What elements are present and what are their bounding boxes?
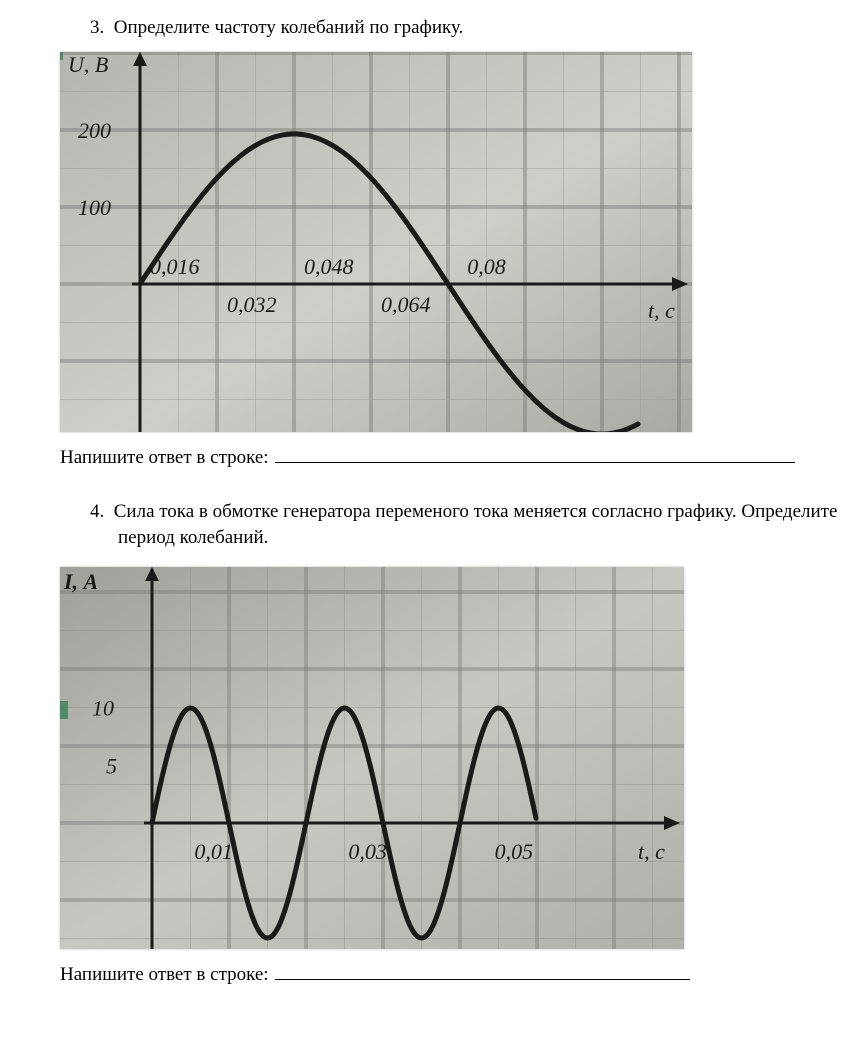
chart-4-container: I, А t, с 10 5 0,01 0,03 0,05 (60, 567, 843, 949)
svg-text:I, А: I, А (63, 569, 98, 594)
answer-line-4: Напишите ответ в строке: (60, 964, 843, 986)
svg-text:0,03: 0,03 (348, 839, 387, 864)
answer-blank-4[interactable] (275, 979, 690, 980)
svg-text:0,064: 0,064 (381, 292, 431, 317)
svg-text:0,08: 0,08 (467, 254, 506, 279)
answer-prompt-4: Напишите ответ в строке: (60, 964, 269, 986)
svg-text:200: 200 (78, 118, 111, 143)
q4-prompt: Сила тока в обмотке генератора переменог… (114, 501, 838, 549)
question-4: 4. Сила тока в обмотке генератора переме… (0, 499, 843, 986)
answer-line-3: Напишите ответ в строке: (60, 447, 843, 469)
svg-text:U, В: U, В (68, 52, 108, 77)
question-3: 3. Определите частоту колебаний по графи… (0, 15, 843, 469)
q3-number: 3. (90, 17, 104, 38)
svg-text:t, с: t, с (648, 298, 675, 323)
question-4-text: 4. Сила тока в обмотке генератора переме… (90, 499, 843, 552)
svg-text:10: 10 (92, 695, 114, 720)
oscillation-chart-4: I, А t, с 10 5 0,01 0,03 0,05 (60, 567, 684, 949)
q4-number: 4. (90, 501, 104, 522)
question-3-text: 3. Определите частоту колебаний по графи… (90, 15, 843, 42)
answer-blank-3[interactable] (275, 462, 795, 463)
svg-text:t, с: t, с (638, 839, 665, 864)
svg-text:0,01: 0,01 (194, 839, 233, 864)
answer-prompt-3: Напишите ответ в строке: (60, 447, 269, 469)
svg-text:5: 5 (106, 753, 117, 778)
chart-3-container: U, Вt, с2001000,0160,0480,080,0320,064 (60, 52, 843, 432)
svg-text:0,048: 0,048 (304, 254, 354, 279)
svg-text:100: 100 (78, 195, 111, 220)
svg-text:0,05: 0,05 (495, 839, 534, 864)
q3-prompt: Определите частоту колебаний по графику. (114, 17, 464, 38)
oscillation-chart-3: U, Вt, с2001000,0160,0480,080,0320,064 (60, 52, 692, 432)
svg-text:0,032: 0,032 (227, 292, 277, 317)
